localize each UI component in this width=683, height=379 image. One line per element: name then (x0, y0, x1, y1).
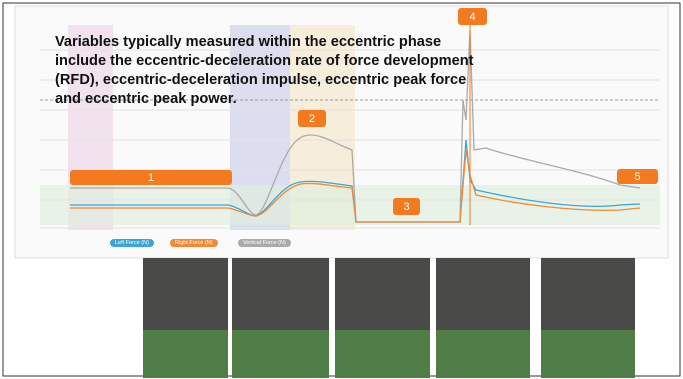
callout: 1 (70, 170, 232, 185)
photo-floor (232, 330, 329, 378)
callout: 3 (393, 198, 420, 215)
photos (143, 258, 635, 378)
callout: 2 (298, 110, 326, 127)
photo-floor (436, 330, 530, 378)
callout: 5 (617, 169, 658, 184)
legend-item: Left Force (N) (110, 239, 154, 247)
photo-floor (541, 330, 635, 378)
body-text: Variables typically measured within the … (55, 33, 480, 109)
slide: Variables typically measured within the … (0, 0, 683, 379)
legend-item: Vertical Force (N) (238, 239, 291, 247)
photo-floor (143, 330, 228, 378)
callout: 4 (458, 8, 487, 25)
photo-floor (335, 330, 430, 378)
legend-item: Right Force (N) (170, 239, 218, 247)
